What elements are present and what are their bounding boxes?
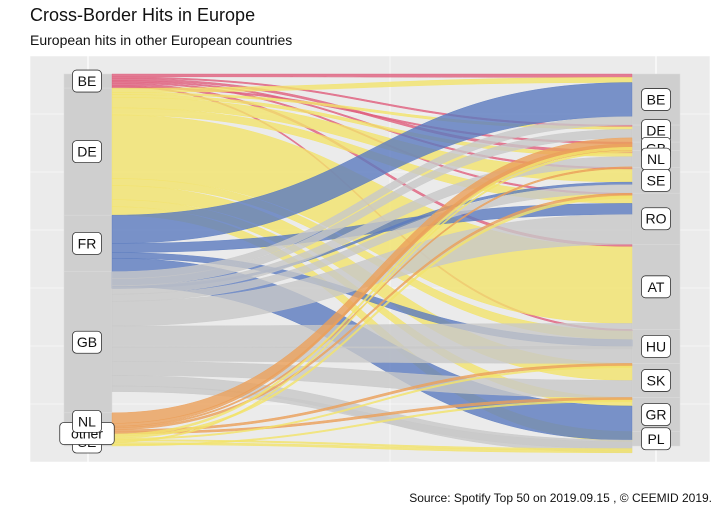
label-text: NL <box>78 413 96 429</box>
label-text: PL <box>647 431 664 447</box>
chart-subtitle: European hits in other European countrie… <box>30 32 293 48</box>
label-left-FR: FR <box>72 232 102 255</box>
label-text: BE <box>647 92 666 108</box>
flow-SE-to-DE <box>111 150 633 443</box>
flow-BE-to-BE <box>111 73 633 78</box>
label-right-SK: SK <box>641 369 671 392</box>
label-box <box>72 140 102 164</box>
label-box <box>641 403 671 426</box>
label-text: FR <box>78 235 97 251</box>
label-box <box>641 427 671 451</box>
label-text: SK <box>647 372 666 388</box>
label-box <box>641 88 671 111</box>
label-box <box>641 335 671 358</box>
label-left-NL: NL <box>72 410 102 433</box>
label-text: DE <box>77 144 96 160</box>
label-box <box>72 410 102 433</box>
label-box <box>641 275 671 299</box>
label-text: HU <box>646 338 666 354</box>
flow-other-to-SE <box>111 195 633 439</box>
label-text: RO <box>646 211 667 227</box>
flow-GB-to-HU <box>111 346 633 364</box>
label-text: AT <box>648 279 665 295</box>
label-box <box>641 369 671 392</box>
flow-other-to-GB <box>111 147 633 437</box>
flow-SE-to-SK <box>111 399 633 447</box>
label-box <box>72 330 102 354</box>
label-box <box>641 207 671 231</box>
label-text: DE <box>646 123 665 139</box>
label-right-NL: NL <box>641 147 671 171</box>
chart-title: Cross-Border Hits in Europe <box>30 5 256 25</box>
stratum-labels: SEotherNLGBFRDEBEBEDEGBNLSEROATHUSKGRPL <box>59 69 671 454</box>
label-right-RO: RO <box>641 207 671 231</box>
flow-GB-to-BE <box>111 116 633 279</box>
label-left-DE: DE <box>72 140 102 164</box>
label-right-PL: PL <box>641 427 671 451</box>
label-right-HU: HU <box>641 335 671 358</box>
flow-GB-to-AT <box>111 323 633 350</box>
label-box <box>72 232 102 255</box>
label-text: SE <box>647 172 666 188</box>
label-left-BE: BE <box>72 69 102 93</box>
label-right-BE: BE <box>641 88 671 111</box>
label-text: NL <box>647 151 665 167</box>
label-right-GR: GR <box>641 403 671 426</box>
chart-caption: Source: Spotify Top 50 on 2019.09.15 , ©… <box>409 491 712 505</box>
flow-SE-to-PL <box>111 442 633 454</box>
label-text: GB <box>77 334 97 350</box>
label-right-DE: DE <box>641 119 671 142</box>
flow-other-to-HU <box>111 365 633 440</box>
label-box <box>641 169 671 192</box>
label-text: GR <box>646 407 667 423</box>
label-box <box>72 69 102 93</box>
flow-GB-to-RO <box>111 214 633 327</box>
label-right-AT: AT <box>641 275 671 299</box>
flow-bands <box>111 73 633 454</box>
label-text: BE <box>78 73 97 89</box>
label-right-SE: SE <box>641 169 671 192</box>
label-left-GB: GB <box>72 330 102 354</box>
